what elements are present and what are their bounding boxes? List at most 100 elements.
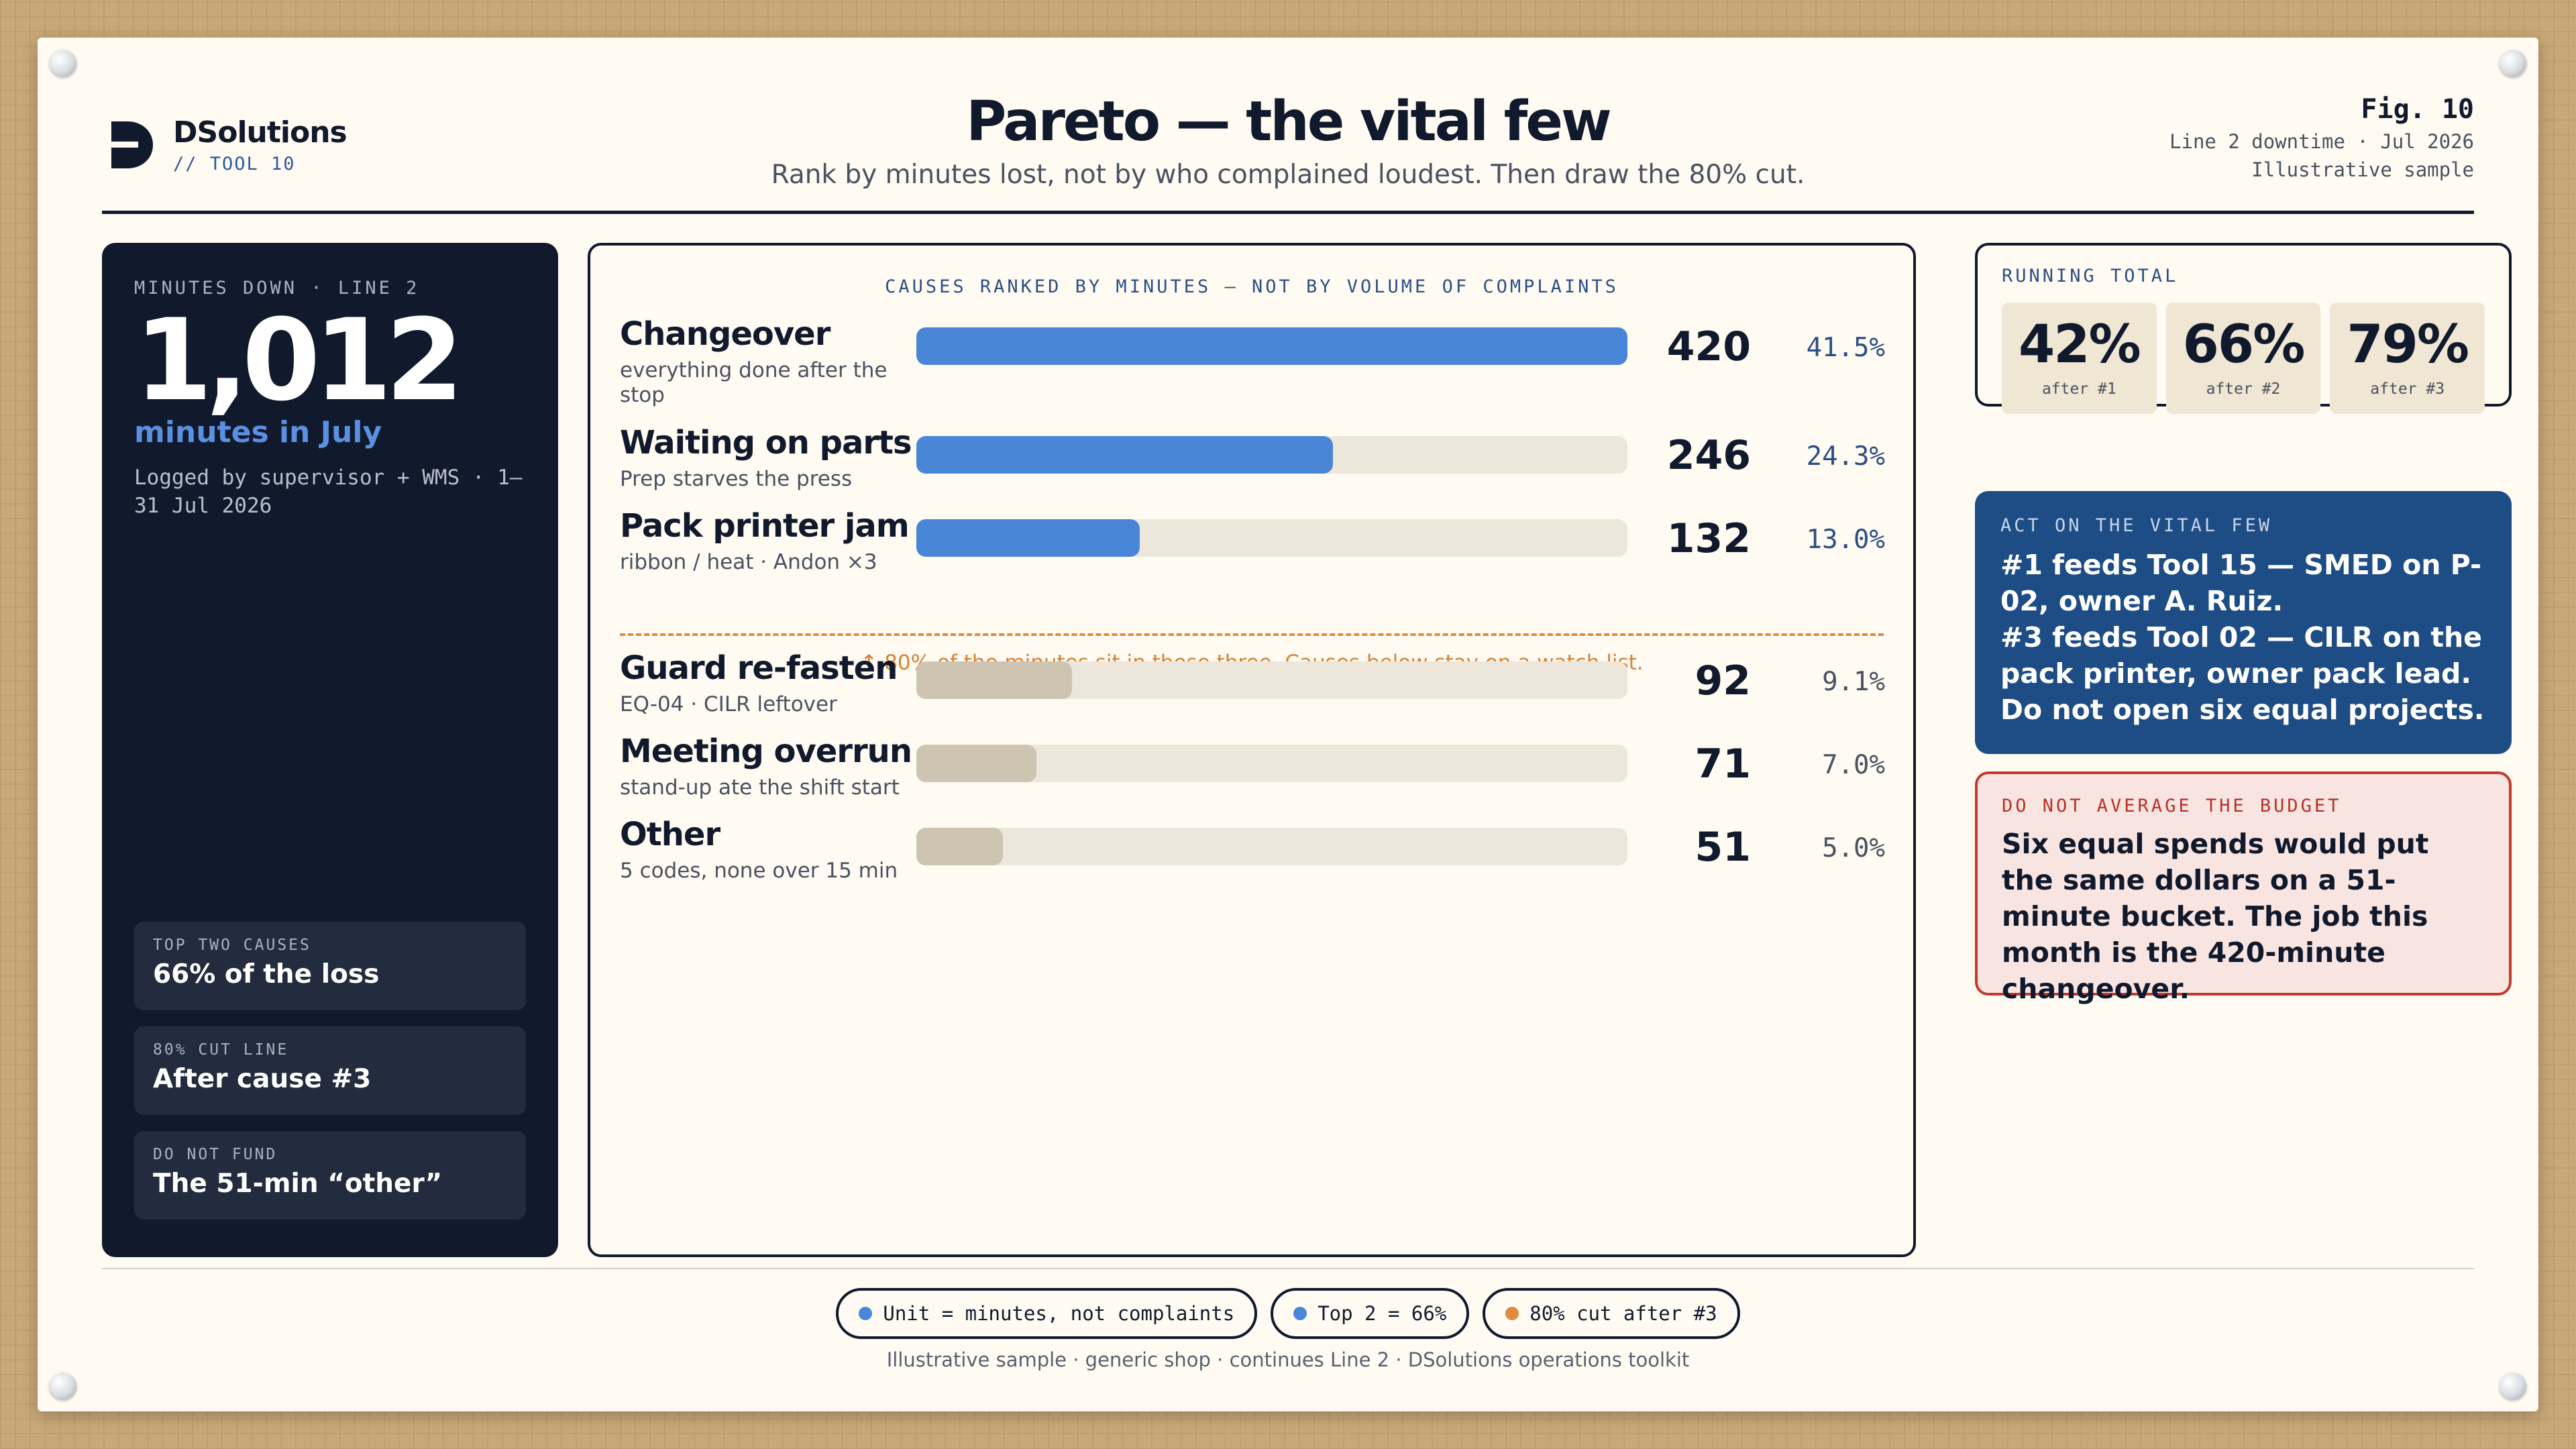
bar-percent-label: 13.0% (1806, 525, 1885, 555)
tile-value: The 51-min “other” (153, 1169, 443, 1199)
pareto-chart-panel: CAUSES RANKED BY MINUTES — NOT BY VOLUME… (588, 243, 1916, 1257)
legend-chip: Unit = minutes, not complaints (836, 1288, 1258, 1339)
dot-icon (859, 1307, 873, 1320)
bar-row: Waiting on parts Prep starves the press 24… (590, 424, 1913, 504)
total-minutes-caption: minutes in July (134, 415, 382, 450)
bar-percent-label: 41.5% (1806, 333, 1885, 363)
running-total-value: 66% (2182, 315, 2306, 375)
poster-card: DSolutions // TOOL 10 Pareto — the vital… (38, 38, 2538, 1411)
dot-icon (1505, 1307, 1519, 1320)
summary-tile: DO NOT FUND The 51-min “other” (134, 1131, 526, 1220)
running-total-caption: after #2 (2206, 380, 2281, 398)
bar (916, 519, 1140, 557)
action-line: Do not open six equal projects. (2000, 694, 2485, 727)
running-total-caption: after #1 (2041, 380, 2116, 398)
bar-value-label: 420 (1666, 323, 1751, 370)
bar-row: Pack printer jam ribbon / heat · Andon ×3… (590, 507, 1913, 588)
page-title: Pareto — the vital few (966, 90, 1611, 154)
bar-percent-label: 9.1% (1822, 667, 1885, 697)
bar-value-label: 51 (1695, 824, 1752, 871)
bar-description: 5 codes, none over 15 min (620, 859, 898, 883)
figure-number: Fig. 10 (2361, 94, 2474, 125)
bar-label: Other (620, 816, 720, 853)
warning-text: Six equal spends would put the same doll… (2002, 828, 2429, 1006)
bar-description: everything done after the stop (620, 358, 888, 408)
bar-percent-label: 5.0% (1822, 833, 1885, 863)
bar-label: Waiting on parts (620, 424, 912, 462)
running-total-box: 42% after #1 (2002, 303, 2157, 414)
bar-row: Changeover everything done after the stop… (590, 315, 1913, 407)
bar-label: Meeting overrun (620, 733, 912, 770)
tile-key: DO NOT FUND (153, 1146, 278, 1163)
tile-value: After cause #3 (153, 1064, 372, 1094)
bar (916, 436, 1333, 474)
bar-track (916, 519, 1627, 557)
bar-track (916, 327, 1627, 365)
action-line: #3 feeds Tool 02 — CILR on the pack prin… (2000, 621, 2482, 690)
summary-tiles: TOP TWO CAUSES 66% of the loss 80% CUT L… (134, 906, 526, 1220)
tile-value: 66% of the loss (153, 959, 380, 989)
legend-chip: Top 2 = 66% (1271, 1288, 1470, 1339)
dot-icon (1293, 1307, 1307, 1320)
footnote: Illustrative sample · generic shop · con… (886, 1348, 1690, 1371)
action-label: ACT ON THE VITAL FEW (2000, 515, 2273, 536)
bar-track (916, 436, 1627, 474)
footer-divider (102, 1268, 2474, 1269)
legend-chip-text: 80% cut after #3 (1529, 1302, 1717, 1325)
tool-label: // TOOL 10 (173, 154, 296, 174)
legend-chip-text: Unit = minutes, not complaints (883, 1302, 1235, 1325)
pin-bottom-right (2500, 1373, 2526, 1399)
bar-description: ribbon / heat · Andon ×3 (620, 550, 877, 574)
summary-label: MINUTES DOWN · LINE 2 (134, 278, 420, 299)
warning-label: DO NOT AVERAGE THE BUDGET (2002, 796, 2342, 816)
bar-description: stand-up ate the shift start (620, 775, 900, 800)
summary-tile: TOP TWO CAUSES 66% of the loss (134, 922, 526, 1010)
bar-description: EQ-04 · CILR leftover (620, 692, 837, 716)
cut-line-80 (620, 633, 1884, 636)
action-text: #1 feeds Tool 15 — SMED on P-02, owner A… (2000, 547, 2486, 729)
bar-label: Changeover (620, 315, 830, 353)
bar-percent-label: 7.0% (1822, 750, 1885, 780)
running-total-boxes: 42% after #1 66% after #2 79% after #3 (2002, 303, 2485, 414)
figure-info: Fig. 10 Line 2 downtime · Jul 2026 Illus… (2169, 94, 2474, 181)
bar (916, 661, 1073, 699)
bar-label: Pack printer jam (620, 507, 910, 545)
logo: DSolutions // TOOL 10 (111, 115, 347, 174)
bar (916, 327, 1627, 365)
bar-value-label: 92 (1695, 657, 1752, 704)
running-total-box: 79% after #3 (2330, 303, 2485, 414)
bar (916, 828, 1003, 865)
tile-key: TOP TWO CAUSES (153, 936, 311, 954)
running-total-caption: after #3 (2370, 380, 2445, 398)
tile-key: 80% CUT LINE (153, 1041, 289, 1059)
bar-row: Other 5 codes, none over 15 min 51 5.0% (590, 816, 1913, 896)
bar-description: Prep starves the press (620, 467, 853, 491)
total-minutes: 1,012 (134, 294, 464, 426)
summary-source: Logged by supervisor + WMS · 1–31 Jul 20… (134, 466, 523, 519)
bar-value-label: 71 (1695, 741, 1752, 788)
page-subtitle: Rank by minutes lost, not by who complai… (771, 160, 1805, 190)
bar-row: Meeting overrun stand-up ate the shift st… (590, 733, 1913, 813)
legend-chip: 80% cut after #3 (1483, 1288, 1740, 1339)
running-total-box: 66% after #2 (2165, 303, 2321, 414)
bar-percent-label: 24.3% (1806, 441, 1885, 472)
bar-row: Guard re-fasten EQ-04 · CILR leftover 92 9.… (590, 649, 1913, 730)
bar-track (916, 828, 1627, 865)
logo-d-icon (111, 121, 153, 168)
bar-value-label: 132 (1666, 515, 1751, 562)
pin-top-left (50, 50, 76, 76)
legend-chip-text: Top 2 = 66% (1318, 1302, 1447, 1325)
warning-card: DO NOT AVERAGE THE BUDGET Six equal spen… (1975, 771, 2512, 1005)
bar (916, 745, 1037, 782)
bar-track (916, 661, 1627, 699)
pin-top-right (2500, 50, 2526, 76)
running-total-value: 79% (2347, 315, 2469, 375)
pin-bottom-left (50, 1373, 76, 1399)
running-total-label: RUNNING TOTAL (2002, 266, 2179, 286)
action-line: #1 feeds Tool 15 — SMED on P-02, owner A… (2000, 549, 2482, 618)
header-divider (102, 211, 2474, 214)
brand-name: DSolutions (173, 115, 347, 150)
running-total-card: RUNNING TOTAL 42% after #1 66% after #2 … (1975, 243, 2512, 414)
chart-heading: CAUSES RANKED BY MINUTES — NOT BY VOLUME… (885, 276, 1619, 297)
running-total-value: 42% (2018, 315, 2141, 375)
